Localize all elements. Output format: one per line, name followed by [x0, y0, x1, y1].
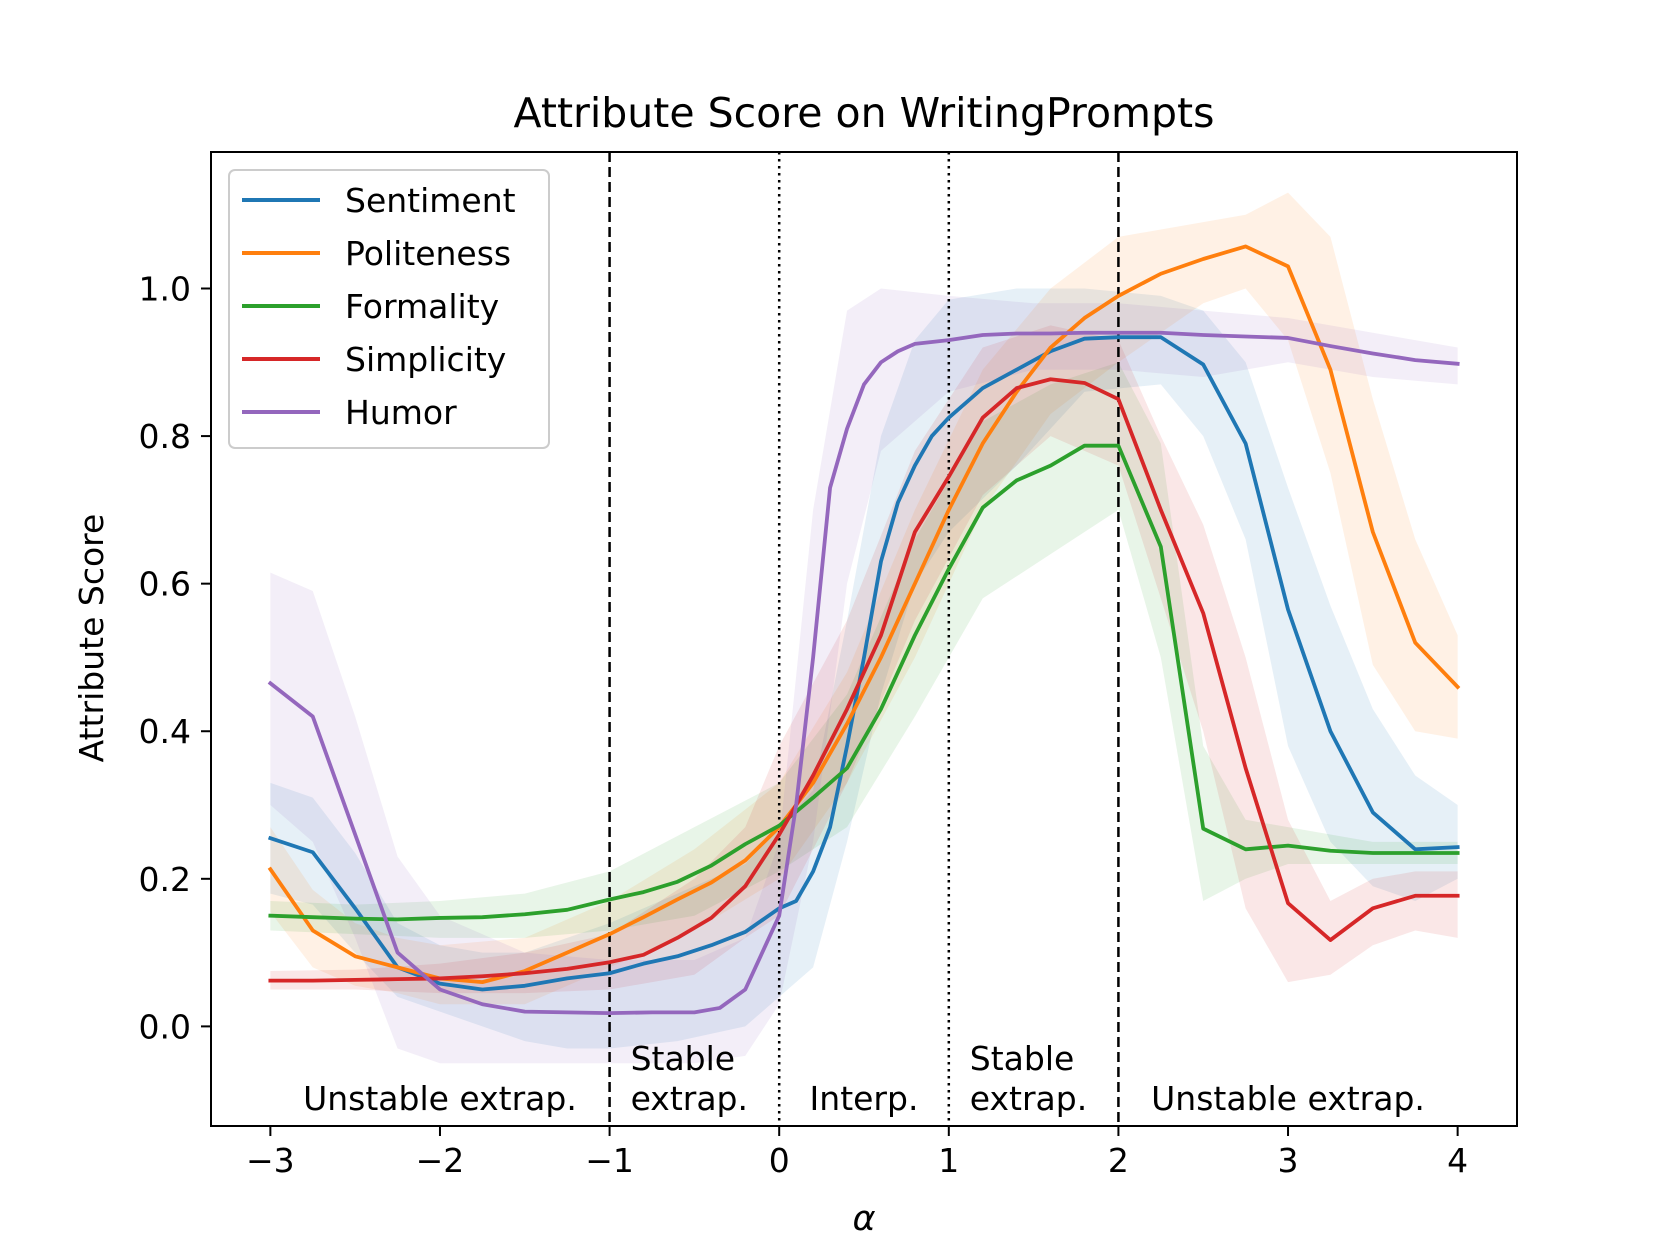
legend-label-sentiment: Sentiment [345, 181, 516, 220]
legend-label-humor: Humor [345, 393, 457, 432]
y-axis-ticks: 0.0 0.2 0.4 0.6 0.8 1.0 [139, 270, 211, 1046]
y-tick-label: 0.6 [139, 565, 191, 604]
legend-label-politeness: Politeness [345, 234, 511, 273]
chart-title: Attribute Score on WritingPrompts [514, 89, 1215, 137]
x-tick-label: 1 [938, 1141, 959, 1180]
x-tick-label: 0 [769, 1141, 790, 1180]
line-sentiment [267, 335, 1460, 992]
x-tick-label: 2 [1108, 1141, 1129, 1180]
band-politeness [270, 192, 1458, 1005]
plot-frame [210, 151, 1518, 1127]
line-simplicity [268, 377, 1460, 983]
annotation-1-line-0: Stable [631, 1039, 736, 1078]
y-tick-label: 0.8 [139, 417, 191, 456]
line-politeness [267, 244, 1461, 985]
legend-label-formality: Formality [345, 287, 499, 326]
annotation-3-line-1: extrap. [970, 1079, 1087, 1118]
y-tick-label: 0.4 [139, 712, 191, 751]
legend-label-simplicity: Simplicity [345, 340, 506, 379]
x-tick-label: −1 [585, 1141, 634, 1180]
y-tick-label: 1.0 [139, 270, 191, 309]
annotation-3-line-0: Stable [970, 1039, 1075, 1078]
x-tick-label: −2 [416, 1141, 465, 1180]
x-axis-label: α [852, 1199, 875, 1239]
legend-box [228, 169, 550, 449]
annotation-4-line-0: Unstable extrap. [1151, 1079, 1425, 1118]
annotation-2-line-0: Interp. [810, 1079, 919, 1118]
x-tick-label: 4 [1447, 1141, 1468, 1180]
x-tick-label: −3 [246, 1141, 295, 1180]
line-formality [268, 443, 1460, 922]
annotation-1-line-1: extrap. [631, 1079, 748, 1118]
legend: Sentiment Politeness Formality Simplicity Hu… [228, 169, 550, 449]
y-axis-label: Attribute Score [72, 514, 111, 763]
annotation-0-line-0: Unstable extrap. [303, 1079, 577, 1118]
line-humor [267, 330, 1460, 1016]
y-tick-label: 0.2 [139, 860, 191, 899]
band-humor [270, 288, 1458, 1064]
x-axis-ticks: −3 −2 −1 0 1 2 3 4 [246, 1126, 1468, 1180]
y-tick-label: 0.0 [139, 1007, 191, 1046]
series-lines [267, 244, 1461, 1016]
x-tick-label: 3 [1278, 1141, 1299, 1180]
